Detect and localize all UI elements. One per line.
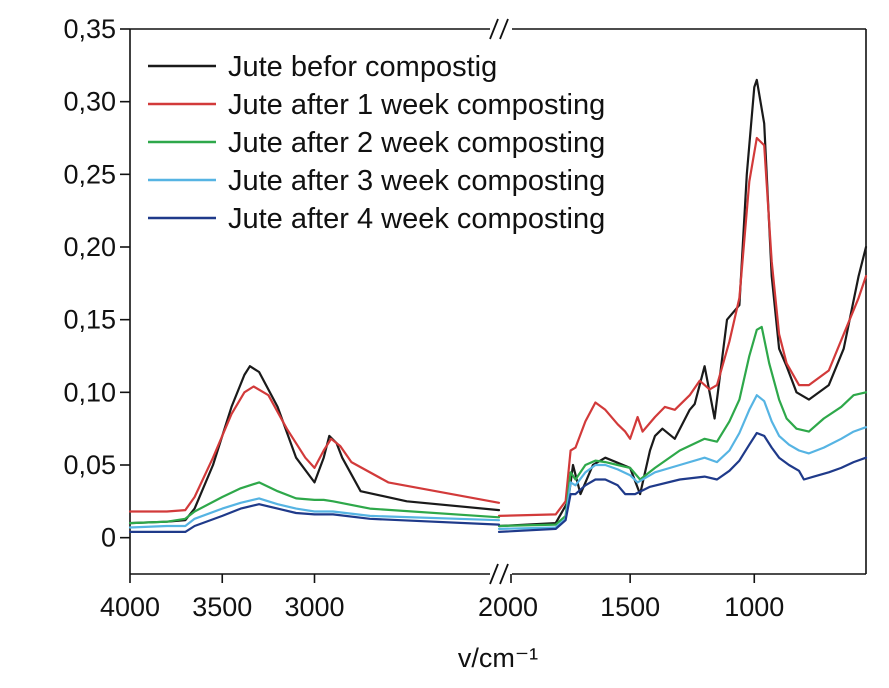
x-tick-label: 3500 — [192, 592, 252, 622]
x-tick-label: 4000 — [100, 592, 160, 622]
legend-label: Jute after 1 week composting — [228, 89, 605, 121]
y-axis: 0 0,05 0,10 0,15 0,20 0,25 0,30 0,35 — [63, 14, 130, 553]
axis-break-marks — [489, 18, 509, 585]
x-tick-label: 1000 — [724, 592, 784, 622]
legend-label: Jute after 2 week composting — [228, 127, 605, 159]
series-line-3 — [128, 325, 868, 528]
series-layer — [128, 78, 868, 533]
axis-break-slash — [499, 563, 509, 585]
series-line-2 — [128, 136, 868, 517]
x-tick-label: 1500 — [600, 592, 660, 622]
series-line-5 — [128, 431, 868, 533]
x-axis: 4000 3500 3000 2000 1500 1000 — [100, 574, 784, 622]
plot-frame — [129, 28, 867, 575]
y-tick-label: 0,05 — [63, 450, 116, 480]
axis-break-slash — [489, 563, 499, 585]
legend: Jute befor compostig Jute after 1 week co… — [148, 51, 605, 235]
y-tick-label: 0,30 — [63, 87, 116, 117]
y-tick-label: 0,20 — [63, 232, 116, 262]
y-tick-label: 0,25 — [63, 159, 116, 189]
y-tick-label: 0,35 — [63, 14, 116, 44]
x-tick-label: 3000 — [284, 592, 344, 622]
legend-label: Jute after 4 week composting — [228, 203, 605, 235]
y-tick-label: 0,15 — [63, 305, 116, 335]
x-tick-label: 2000 — [478, 592, 538, 622]
series-line-4 — [128, 394, 868, 530]
axis-break-slash — [499, 18, 509, 40]
y-tick-label: 0 — [101, 523, 116, 553]
legend-label: Jute befor compostig — [228, 51, 497, 83]
x-axis-title: v/cm⁻¹ — [458, 643, 538, 673]
axis-break-slash — [489, 18, 499, 40]
series-line-1 — [128, 78, 868, 528]
y-tick-label: 0,10 — [63, 377, 116, 407]
legend-label: Jute after 3 week composting — [228, 165, 605, 197]
